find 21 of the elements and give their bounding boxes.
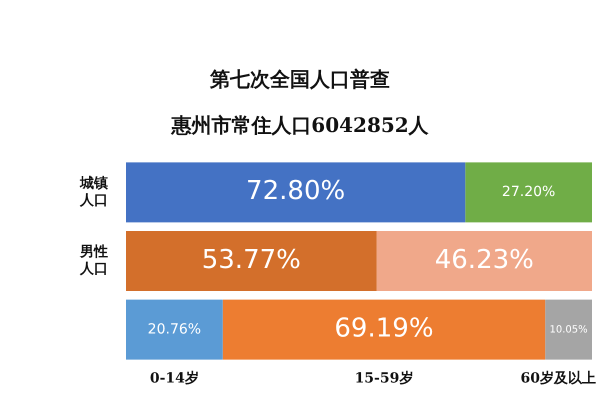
text: 15-59岁 [354, 370, 414, 387]
data-label: 27.20% [502, 184, 556, 200]
y-tick-label: 城镇人口 [79, 176, 108, 208]
data-label: 72.80% [246, 176, 346, 206]
text: 0-14岁 [150, 370, 199, 387]
data-label: 46.23% [434, 244, 534, 275]
data-label: 10.05% [550, 324, 588, 336]
bar [126, 162, 466, 222]
data-label: 69.19% [334, 313, 434, 344]
text: 60岁及以上 [520, 370, 596, 387]
y-tick-label: 男性人口 [79, 244, 108, 278]
data-label: 53.77% [202, 244, 301, 275]
bar [376, 230, 592, 292]
bar [126, 230, 377, 292]
bar [465, 162, 592, 222]
bar [126, 300, 223, 360]
data-label: 20.76% [148, 321, 202, 338]
chart-subtitle: 惠州市常住人口6042852人 [170, 112, 430, 139]
chart-title: 第七次全国人口普查 [209, 66, 391, 93]
bar [545, 300, 592, 360]
bar [222, 300, 546, 360]
